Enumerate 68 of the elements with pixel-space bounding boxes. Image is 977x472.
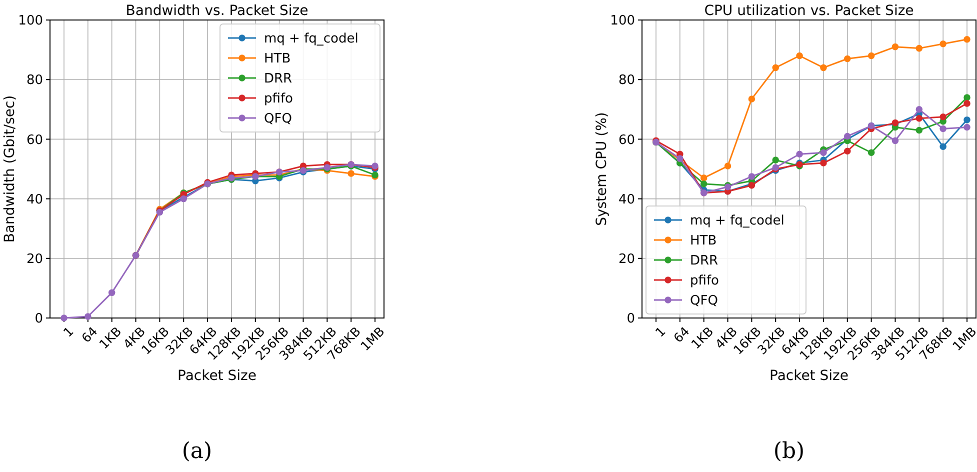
y-tick-label: 80: [618, 73, 635, 88]
point: [820, 64, 827, 72]
y-tick-label: 20: [26, 252, 43, 267]
y-tick-label: 0: [626, 312, 635, 327]
point: [964, 94, 970, 101]
point: [60, 314, 68, 322]
legend-label: DRR: [264, 72, 292, 87]
y-tick-label: 80: [26, 73, 43, 88]
point: [964, 116, 970, 124]
legend-label: HTB: [264, 52, 291, 67]
x-axis-title: Packet Size: [770, 368, 848, 384]
point: [108, 289, 116, 296]
point: [84, 313, 92, 320]
point: [844, 132, 851, 140]
point: [940, 40, 946, 48]
y-axis-title: System CPU (%): [594, 112, 610, 226]
y-tick-label: 20: [618, 252, 635, 267]
x-tick-label: 1: [652, 324, 668, 340]
point: [916, 44, 923, 52]
y-tick-label: 40: [26, 192, 43, 208]
text: (b): [773, 439, 805, 464]
point: [844, 148, 851, 154]
point: [940, 113, 946, 120]
legend-label: HTB: [690, 234, 717, 249]
point: [724, 162, 732, 170]
y-axis-title: Bandwidth (Gbit/sec): [2, 95, 18, 243]
point: [796, 150, 803, 158]
point: [348, 170, 354, 177]
y-tick-label: 0: [34, 312, 43, 327]
point: [748, 96, 756, 102]
point: [940, 125, 946, 132]
point: [916, 126, 923, 134]
chart-title: CPU utilization vs. Packet Size: [704, 3, 914, 19]
y-tick-label: 100: [18, 14, 43, 29]
point: [868, 52, 875, 60]
legend-label: QFQ: [690, 294, 718, 309]
point: [796, 52, 803, 60]
x-axis-title: Packet Size: [178, 368, 256, 384]
y-tick-label: 60: [618, 132, 635, 148]
y-tick-label: 40: [618, 192, 635, 208]
y-tick-label: 60: [26, 132, 43, 148]
y-tick-label: 100: [610, 14, 635, 29]
point: [820, 149, 827, 156]
point: [820, 160, 827, 166]
point: [748, 173, 756, 180]
legend-label: mq + fq_codel: [264, 32, 358, 47]
point: [964, 36, 970, 43]
text: (a): [182, 439, 212, 464]
point: [964, 100, 970, 107]
point: [916, 114, 923, 122]
point: [772, 156, 779, 164]
legend-label: pfifo: [264, 92, 294, 107]
point: [892, 137, 899, 144]
point: [868, 149, 875, 156]
point: [700, 174, 708, 182]
point: [964, 124, 970, 131]
x-tick-label: 1: [60, 324, 76, 340]
point: [844, 55, 851, 62]
chart-title: Bandwidth vs. Packet Size: [126, 3, 308, 19]
point: [916, 106, 923, 113]
point: [892, 43, 899, 50]
point: [772, 64, 779, 72]
legend-label: mq + fq_codel: [690, 214, 784, 229]
point: [940, 143, 946, 150]
legend-label: QFQ: [264, 112, 292, 127]
legend-label: DRR: [690, 254, 718, 269]
legend-label: pfifo: [690, 274, 720, 289]
point: [700, 180, 708, 188]
